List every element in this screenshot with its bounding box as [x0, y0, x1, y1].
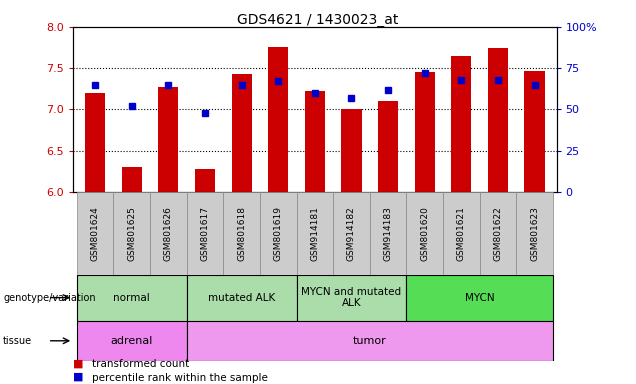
Text: GSM801623: GSM801623	[530, 206, 539, 261]
Text: MYCN and mutated
ALK: MYCN and mutated ALK	[301, 287, 401, 308]
Bar	[525, 71, 544, 192]
Bar	[77, 275, 186, 321]
Bar	[260, 192, 296, 275]
Text: GDS4621 / 1430023_at: GDS4621 / 1430023_at	[237, 13, 399, 27]
Text: GSM801624: GSM801624	[90, 206, 100, 261]
Text: normal: normal	[113, 293, 150, 303]
Text: GSM914181: GSM914181	[310, 206, 319, 261]
Bar	[186, 321, 553, 361]
Bar	[480, 192, 516, 275]
Text: mutated ALK: mutated ALK	[208, 293, 275, 303]
Text: tissue: tissue	[3, 336, 32, 346]
Bar	[77, 192, 113, 275]
Bar	[223, 192, 260, 275]
Text: MYCN: MYCN	[465, 293, 494, 303]
Bar	[516, 192, 553, 275]
Bar	[406, 275, 553, 321]
Bar	[85, 93, 105, 192]
Bar	[232, 74, 252, 192]
Bar	[370, 192, 406, 275]
Text: GSM801617: GSM801617	[200, 206, 209, 261]
Text: genotype/variation: genotype/variation	[3, 293, 96, 303]
Bar	[186, 192, 223, 275]
Bar	[406, 192, 443, 275]
Text: tumor: tumor	[353, 336, 387, 346]
Text: ■: ■	[73, 359, 84, 369]
Text: GSM801625: GSM801625	[127, 206, 136, 261]
Bar	[195, 169, 215, 192]
Bar	[113, 192, 150, 275]
Text: GSM914182: GSM914182	[347, 206, 356, 261]
Bar	[296, 192, 333, 275]
Text: adrenal: adrenal	[111, 336, 153, 346]
Bar	[121, 167, 142, 192]
Text: GSM914183: GSM914183	[384, 206, 392, 261]
Text: GSM801618: GSM801618	[237, 206, 246, 261]
Bar	[268, 47, 288, 192]
Bar	[378, 101, 398, 192]
Bar	[186, 275, 296, 321]
Bar	[150, 192, 186, 275]
Text: transformed count: transformed count	[92, 359, 190, 369]
Text: GSM801620: GSM801620	[420, 206, 429, 261]
Text: GSM801626: GSM801626	[164, 206, 173, 261]
Bar	[296, 275, 406, 321]
Text: ■: ■	[73, 372, 84, 382]
Bar	[333, 192, 370, 275]
Bar	[77, 321, 186, 361]
Bar	[305, 91, 325, 192]
Text: GSM801622: GSM801622	[494, 206, 502, 261]
Text: GSM801621: GSM801621	[457, 206, 466, 261]
Text: percentile rank within the sample: percentile rank within the sample	[92, 373, 268, 383]
Text: GSM801619: GSM801619	[273, 206, 282, 261]
Bar	[443, 192, 480, 275]
Bar	[451, 56, 471, 192]
Bar	[342, 109, 361, 192]
Bar	[488, 48, 508, 192]
Bar	[158, 87, 179, 192]
Bar	[415, 72, 435, 192]
